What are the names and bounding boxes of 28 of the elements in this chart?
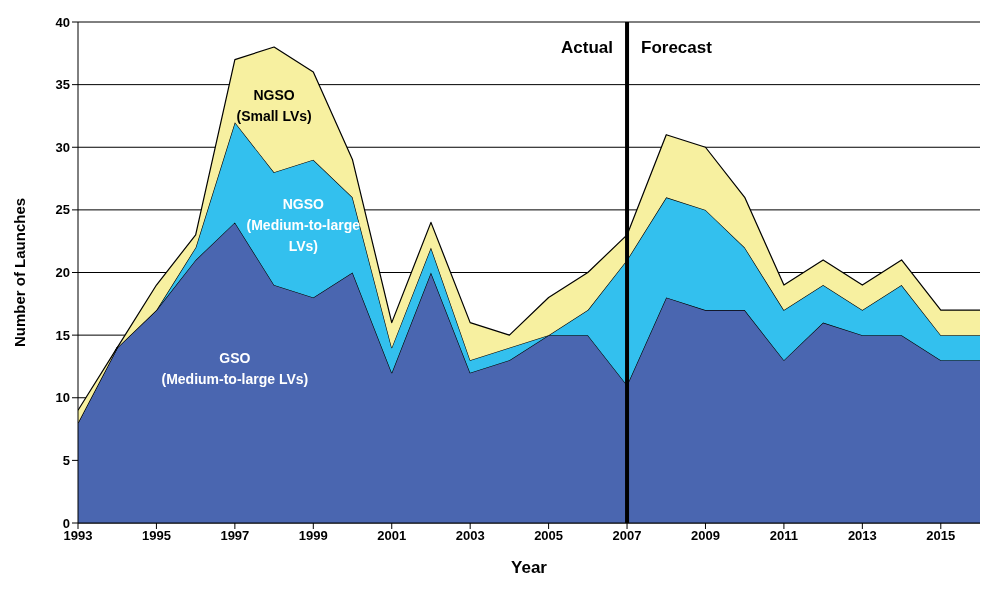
series-label: NGSO (Medium-to-large LVs) [246,195,361,254]
y-tick-label: 10 [55,390,70,406]
y-axis-title: Number of Launches [11,197,29,348]
annotation: Forecast [641,38,713,58]
x-tick-label: 2001 [377,528,407,544]
x-tick-label: 2013 [847,528,877,544]
y-tick-label: 0 [62,515,70,531]
x-tick-label: 2009 [691,528,720,544]
y-tick-label: 35 [55,77,70,93]
x-tick-label: 2003 [455,528,485,544]
annotation: Actual [561,38,614,58]
y-tick-label: 15 [55,327,70,343]
y-tick-label: 20 [55,265,70,281]
x-tick-label: 1997 [220,528,250,544]
x-tick-label: 2007 [612,528,642,544]
x-tick-label: 1999 [298,528,328,544]
x-tick-label: 2011 [769,528,799,544]
x-tick-label: 1993 [63,528,93,544]
x-tick-label: 1995 [141,528,171,544]
series-label: NGSO (Small LVs) [236,86,312,124]
y-tick-label: 30 [55,139,70,155]
y-tick-label: 5 [62,452,70,468]
y-tick-label: 25 [55,202,70,218]
y-tick-label: 40 [55,14,70,30]
x-tick-label: 2005 [534,528,564,544]
x-axis-title: Year [511,558,548,577]
x-tick-label: 2015 [926,528,956,544]
series-label: GSO (Medium-to-large LVs) [161,349,309,387]
